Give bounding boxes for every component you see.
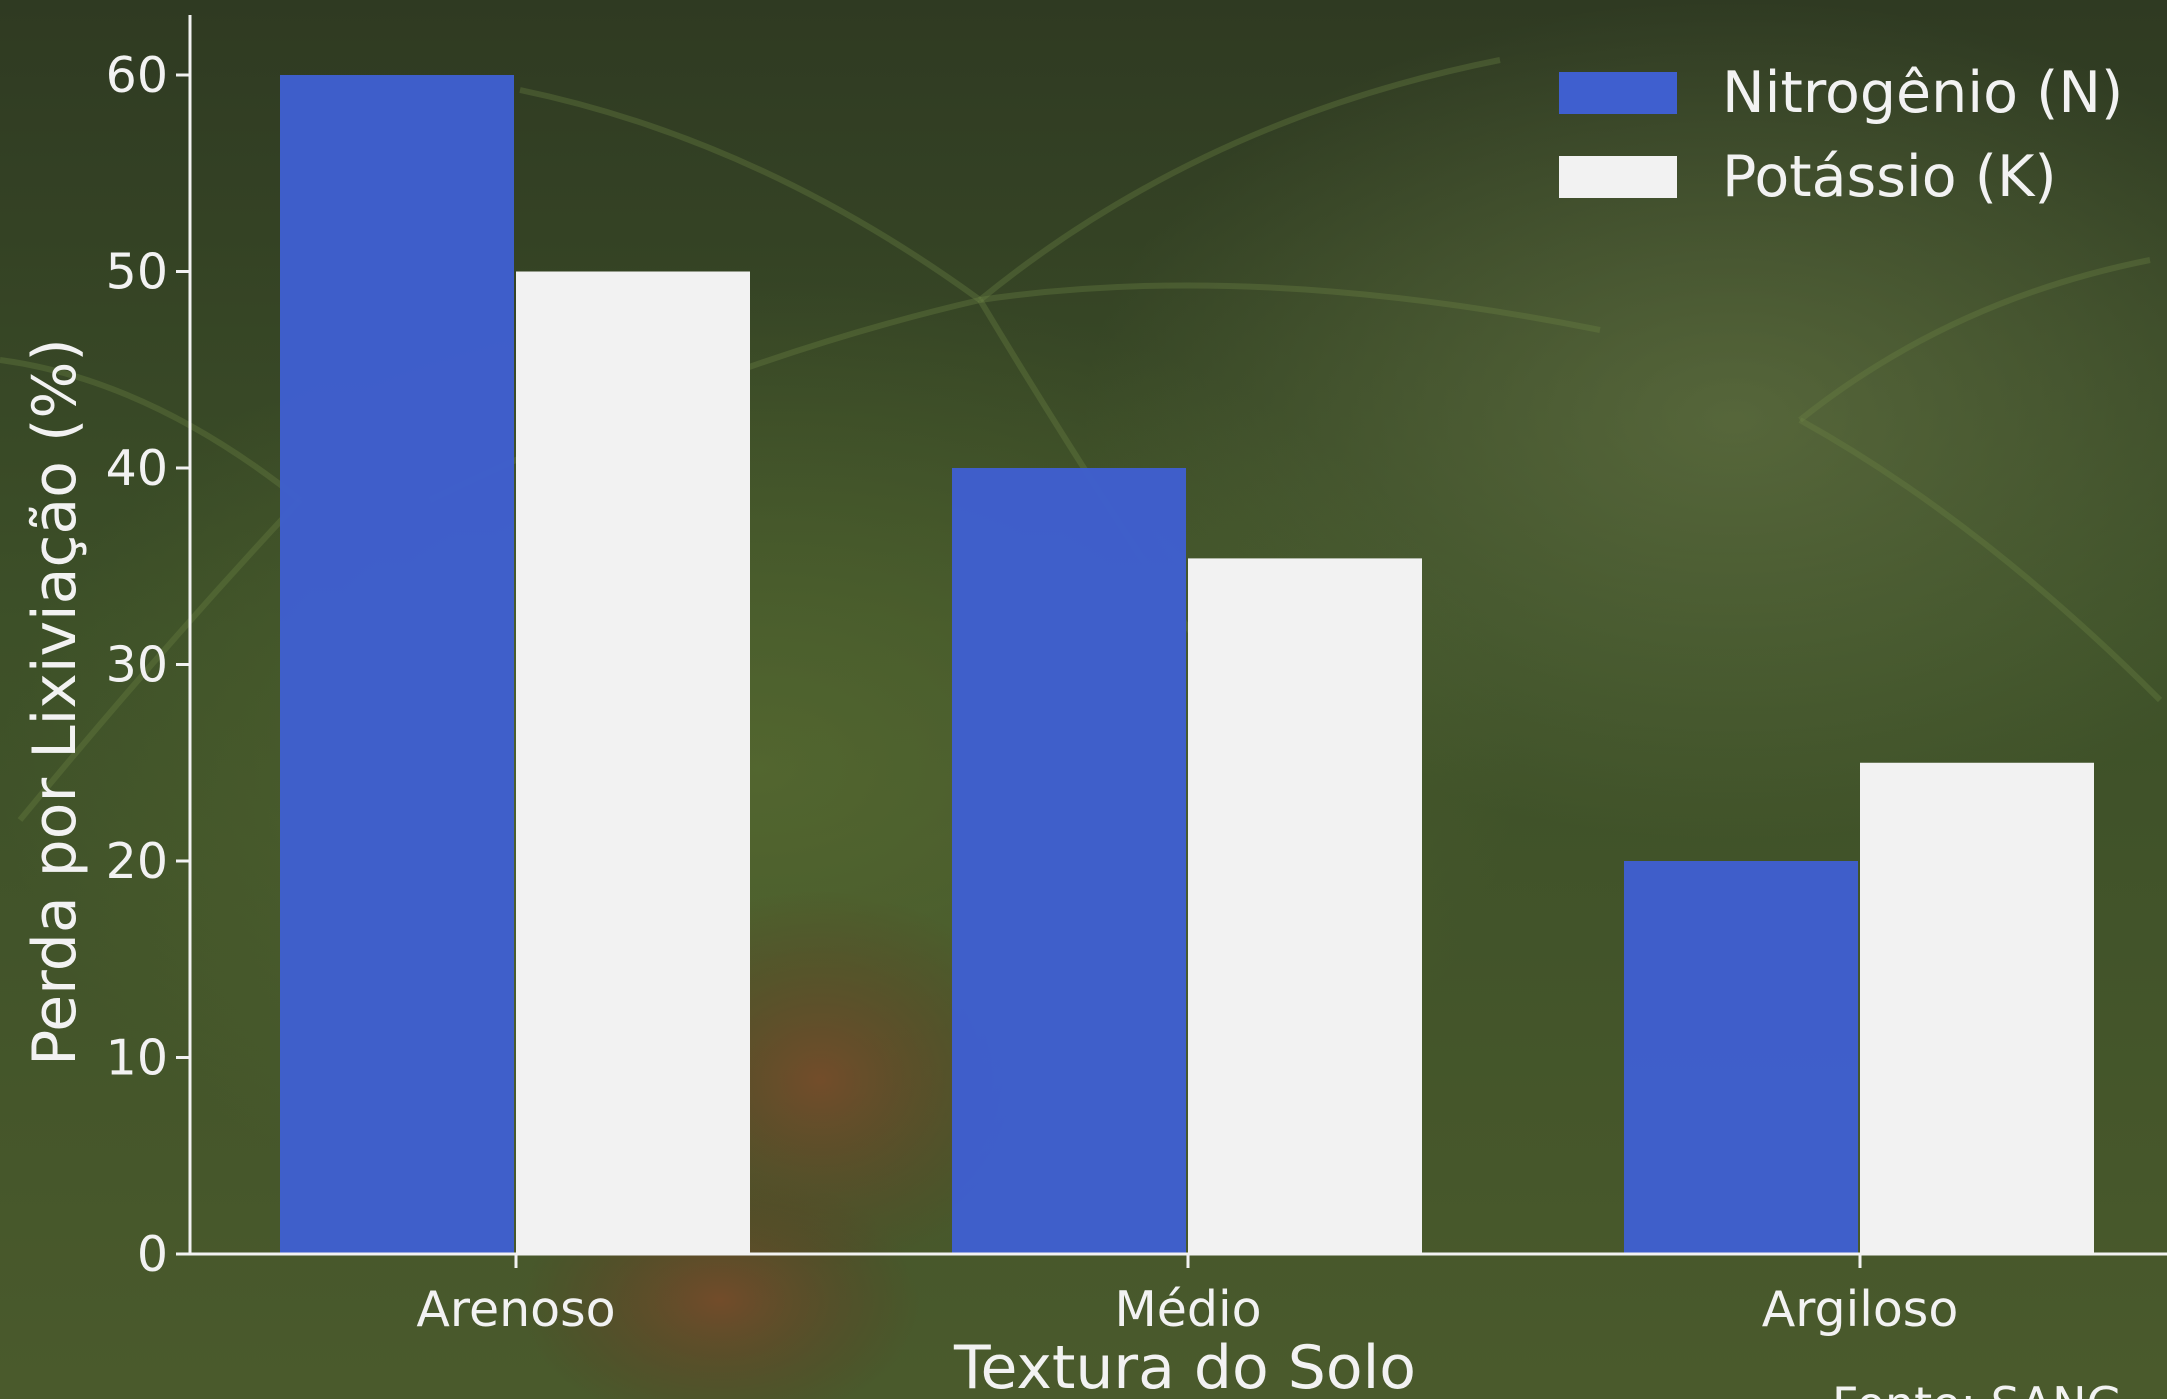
y-axis-title: Perda por Lixiviação (%): [20, 338, 90, 1066]
y-tick-label: 20: [106, 833, 168, 890]
bar-potassium-2: [1860, 762, 2094, 1254]
y-tick-label: 0: [137, 1226, 168, 1283]
bar-nitrogen-0: [280, 75, 514, 1254]
bar-potassium-0: [516, 271, 750, 1254]
x-tick-label: Arenoso: [416, 1281, 615, 1338]
y-tick-label: 60: [106, 47, 168, 104]
legend-swatch-potassium: [1559, 156, 1677, 198]
y-tick-label: 10: [106, 1030, 168, 1087]
legend-label-nitrogen: Nitrogênio (N): [1722, 60, 2123, 126]
y-tick-label: 50: [106, 244, 168, 301]
y-tick-label: 40: [106, 440, 168, 497]
y-tick-label: 30: [106, 637, 168, 694]
y-axis: 0 10 20 30 40 50 60: [106, 15, 192, 1283]
x-tick-label: Argiloso: [1762, 1281, 1959, 1338]
legend: Nitrogênio (N) Potássio (K): [1559, 60, 2123, 210]
bar-nitrogen-2: [1624, 861, 1858, 1254]
bar-nitrogen-1: [952, 468, 1186, 1254]
x-tick-label: Médio: [1114, 1281, 1261, 1338]
bar-potassium-1: [1188, 558, 1422, 1254]
legend-label-potassium: Potássio (K): [1722, 144, 2057, 210]
x-axis: Arenoso Médio Argiloso: [190, 1252, 2167, 1338]
source-note: Fonte: SANG: [1832, 1377, 2122, 1399]
x-axis-title: Textura do Solo: [953, 1333, 1416, 1399]
legend-swatch-nitrogen: [1559, 72, 1677, 114]
bars-group: [280, 75, 2094, 1254]
